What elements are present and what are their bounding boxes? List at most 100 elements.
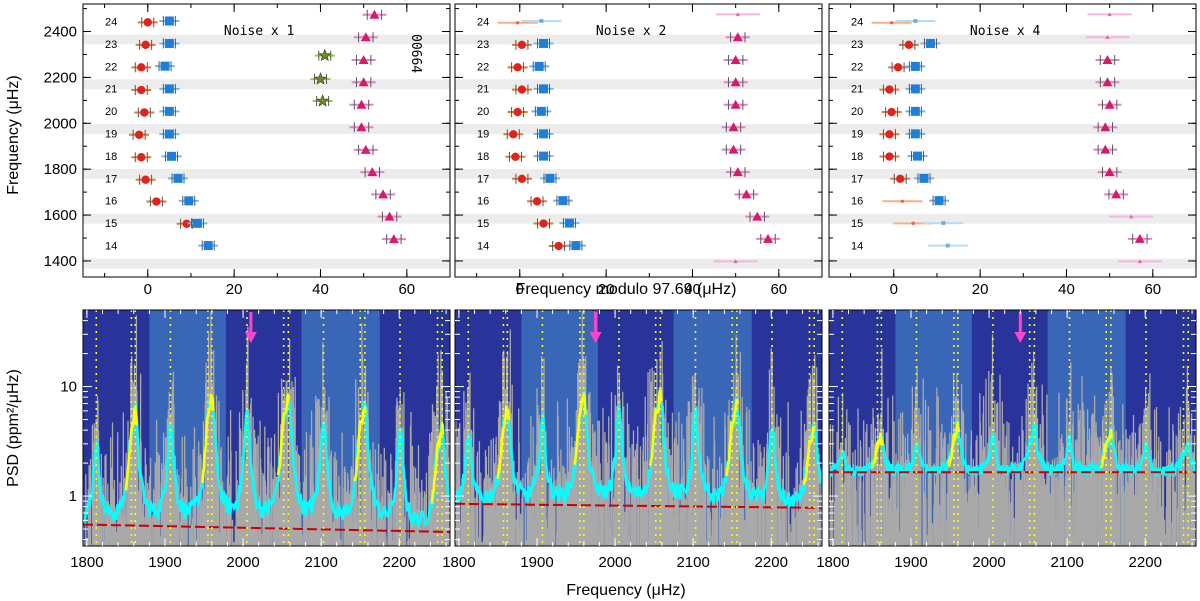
psd-frame bbox=[82, 309, 451, 547]
order-stripe bbox=[455, 79, 822, 90]
noise-annotation: Noise x 2 bbox=[596, 24, 666, 39]
l2-triangle-marker bbox=[741, 189, 752, 199]
l0-circle-marker bbox=[517, 85, 527, 94]
l2-triangle-marker bbox=[358, 77, 369, 87]
l1-square-marker bbox=[192, 218, 202, 228]
l2-triangle-marker bbox=[733, 259, 738, 264]
l2-triangle-marker bbox=[388, 234, 399, 244]
order-stripe bbox=[829, 168, 1196, 179]
order-label-17: 17 bbox=[477, 173, 489, 185]
l2-triangle-marker bbox=[730, 99, 741, 109]
l0-circle-marker bbox=[140, 108, 149, 117]
l1-square-marker bbox=[919, 173, 929, 183]
x-tick-label: 2100 bbox=[1050, 554, 1083, 571]
psd-plot-area bbox=[829, 310, 1196, 546]
l1-square-marker bbox=[164, 38, 174, 48]
x-tick-label: 20 bbox=[226, 281, 243, 298]
x-tick-label: 2200 bbox=[755, 554, 788, 571]
l2-triangle-marker bbox=[763, 233, 774, 243]
l0-circle-marker bbox=[893, 63, 903, 72]
mode-fit-line bbox=[201, 393, 215, 483]
l0-circle-marker bbox=[896, 174, 905, 184]
l2-triangle-marker bbox=[378, 189, 389, 199]
l0-circle-marker bbox=[152, 197, 161, 206]
l0-circle-marker bbox=[889, 21, 894, 25]
l0-circle-marker bbox=[141, 40, 150, 50]
l1-square-marker bbox=[167, 151, 177, 161]
l1-square-marker bbox=[203, 241, 213, 251]
order-label-23: 23 bbox=[477, 39, 489, 51]
noise-annotation: Noise x 4 bbox=[970, 24, 1041, 39]
l2-triangle-marker bbox=[1134, 233, 1145, 243]
l0-circle-marker bbox=[137, 85, 146, 95]
l2-triangle-marker bbox=[360, 32, 371, 42]
order-label-18: 18 bbox=[105, 151, 117, 163]
x-tick-label: 60 bbox=[1144, 281, 1161, 298]
background-fit-line bbox=[455, 502, 822, 509]
order-stripe bbox=[83, 124, 450, 134]
l1-square-marker bbox=[539, 38, 549, 48]
echelle-panel-1: 14 15 16 17 18 19 20 21 22 23 24 0 20 40 60 1400 1600 180… bbox=[44, 3, 451, 298]
l0-circle-marker bbox=[509, 130, 518, 139]
order-label-20: 20 bbox=[851, 106, 863, 118]
l1-square-marker bbox=[941, 221, 946, 226]
order-stripe bbox=[83, 258, 450, 269]
echelle-panel-2: 14 15 16 17 18 19 20 21 22 23 24 0 20 40 60 Noise x 2 bbox=[454, 3, 823, 298]
l2-triangle-marker bbox=[1129, 214, 1134, 219]
l1-square-marker bbox=[910, 106, 920, 116]
mode-fit-line bbox=[353, 404, 367, 482]
bottom-y-axis-title: PSD (ppm²/μHz) bbox=[5, 369, 22, 487]
x-tick-label: 0 bbox=[890, 281, 898, 298]
psd-plot-area bbox=[455, 310, 822, 546]
psd-panel-1: 1800 1900 2000 2100 2200 1 10 bbox=[60, 309, 451, 571]
l0-circle-marker bbox=[511, 152, 520, 161]
star-id-label: 00664 bbox=[408, 34, 423, 73]
x-tick-label: 2000 bbox=[972, 554, 1005, 571]
x-tick-label: 20 bbox=[972, 281, 989, 298]
x-tick-label: 1900 bbox=[520, 554, 553, 571]
l2-triangle-marker bbox=[1100, 122, 1111, 132]
l2-triangle-marker bbox=[1107, 12, 1112, 17]
order-stripe bbox=[829, 213, 1196, 224]
l0-circle-marker bbox=[885, 152, 894, 161]
l2-triangle-marker bbox=[356, 99, 367, 109]
l1-square-marker bbox=[164, 84, 174, 94]
l0-circle-marker bbox=[532, 197, 542, 206]
order-label-24: 24 bbox=[105, 16, 117, 28]
l1-square-marker bbox=[571, 241, 581, 251]
y-tick-label: 2400 bbox=[44, 24, 77, 41]
echelle-frame bbox=[454, 3, 823, 278]
x-tick-label: 0 bbox=[516, 281, 524, 298]
l1-square-marker bbox=[925, 38, 935, 48]
raw-psd-spectrum bbox=[829, 334, 1196, 546]
l1-square-marker bbox=[558, 196, 568, 206]
noise-annotation: Noise x 1 bbox=[224, 24, 294, 39]
x-tick-label: 2100 bbox=[676, 554, 709, 571]
order-label-15: 15 bbox=[851, 218, 863, 230]
l2-triangle-marker bbox=[367, 167, 378, 177]
order-label-16: 16 bbox=[477, 196, 489, 208]
l0-circle-marker bbox=[137, 153, 146, 162]
order-stripe bbox=[829, 258, 1196, 269]
l0-circle-marker bbox=[885, 130, 894, 139]
order-label-21: 21 bbox=[105, 84, 117, 96]
background-fit-line bbox=[83, 523, 450, 533]
order-stripe bbox=[829, 124, 1196, 134]
l2-triangle-marker bbox=[1137, 259, 1143, 264]
psd-frame bbox=[454, 309, 823, 547]
l2-triangle-marker bbox=[1105, 35, 1110, 40]
l1-square-marker bbox=[910, 61, 920, 71]
l3-star-marker bbox=[314, 72, 327, 85]
l1-square-marker bbox=[536, 106, 546, 116]
order-label-17: 17 bbox=[105, 173, 117, 185]
l0-circle-marker bbox=[143, 18, 152, 27]
l1-square-marker bbox=[539, 84, 549, 94]
l1-square-marker bbox=[910, 129, 920, 139]
l2-triangle-marker bbox=[1104, 99, 1115, 109]
l0-circle-marker bbox=[182, 219, 191, 228]
numax-arrow-head bbox=[1014, 332, 1027, 343]
l2-triangle-marker bbox=[1111, 189, 1122, 199]
order-label-16: 16 bbox=[851, 196, 863, 208]
l3-star-marker bbox=[316, 94, 330, 107]
order-label-15: 15 bbox=[105, 218, 117, 230]
